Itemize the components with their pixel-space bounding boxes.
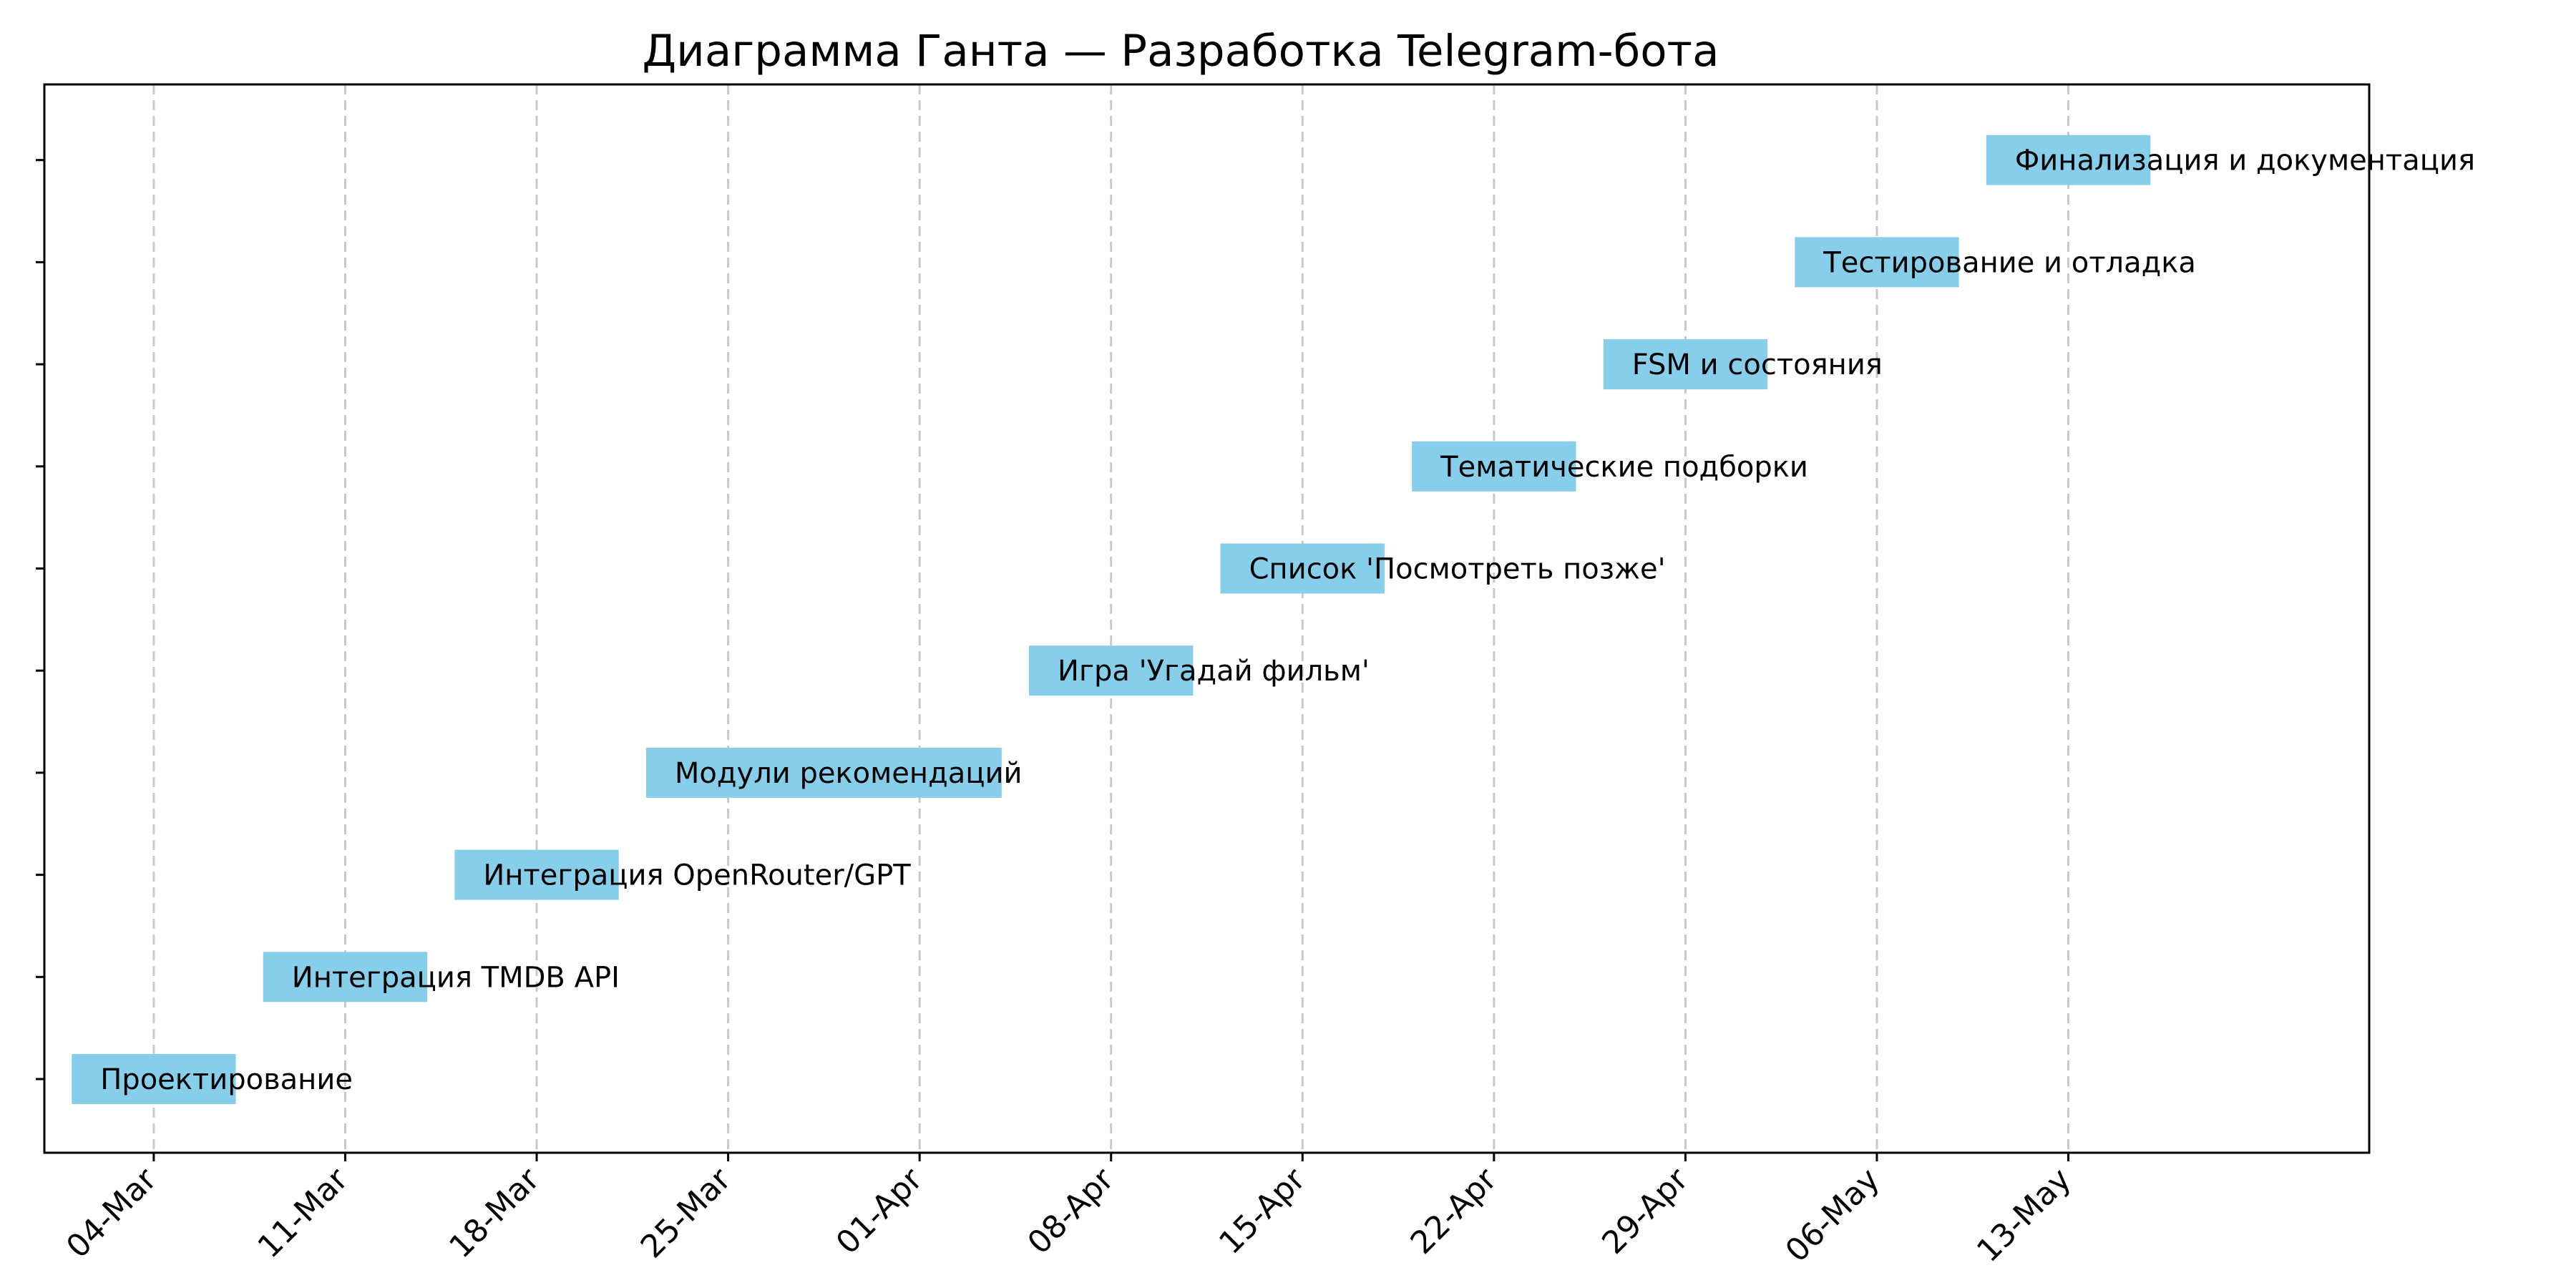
gantt-bar: [1986, 135, 2151, 185]
chart-title: Диаграмма Ганта — Разработка Telegram-бо…: [643, 26, 1719, 77]
task-label: Игра 'Угадай фильм': [1058, 655, 1370, 688]
gantt-bar: [72, 1054, 236, 1104]
task-label: Проектирование: [100, 1063, 353, 1096]
x-tick-layer: 04-Mar 11-Mar 18-Mar 25-Mar 01-Apr 08-Apr 15-A…: [59, 1153, 2078, 1269]
x-tick-label: 06-May: [1779, 1161, 1887, 1269]
x-tick-label: 01-Apr: [829, 1161, 930, 1262]
task-label: Модули рекомендаций: [675, 757, 1023, 790]
axes-frame: [43, 83, 2371, 1154]
task-label: FSM и состояния: [1632, 348, 1883, 381]
gantt-bar: [263, 952, 428, 1002]
gantt-bar: [1412, 441, 1576, 492]
gantt-bar: [1220, 543, 1385, 594]
x-tick-label: 18-Mar: [442, 1161, 547, 1265]
label-layer: Проектирование Интеграция TMDB API Интегра…: [100, 145, 2475, 1096]
task-label: Список 'Посмотреть позже': [1249, 553, 1666, 586]
x-tick-label: 22-Apr: [1404, 1161, 1505, 1262]
x-tick-label: 25-Mar: [634, 1161, 738, 1265]
x-tick-label: 13-May: [1970, 1161, 2078, 1269]
x-tick-label: 04-Mar: [59, 1161, 164, 1265]
task-label: Интеграция OpenRouter/GPT: [483, 859, 911, 892]
task-label: Финализация и документация: [2015, 145, 2475, 177]
x-tick-label: 11-Mar: [251, 1161, 356, 1265]
y-tick-layer: [36, 159, 44, 1080]
gantt-bar: [1603, 339, 1768, 390]
x-tick-label: 29-Apr: [1595, 1161, 1696, 1262]
gantt-bar: [1029, 645, 1194, 696]
x-tick-label: 08-Apr: [1020, 1161, 1121, 1262]
x-tick-label: 15-Apr: [1212, 1161, 1313, 1262]
task-label: Интеграция TMDB API: [292, 961, 620, 994]
task-label: Тематические подборки: [1440, 451, 1808, 484]
bar-layer: [72, 135, 2151, 1104]
task-label: Тестирование и отладка: [1823, 246, 2196, 279]
gantt-bar: [645, 747, 1002, 798]
gantt-bar: [1795, 237, 1959, 288]
gantt-bar: [454, 849, 619, 900]
